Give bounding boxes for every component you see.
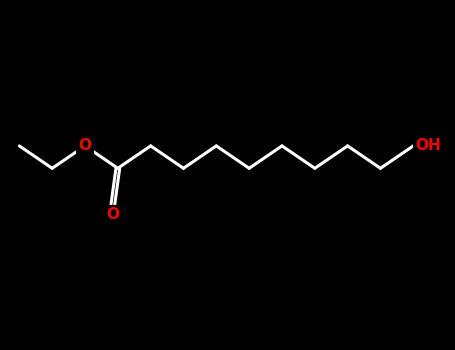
Text: OH: OH	[415, 138, 440, 153]
Text: O: O	[79, 138, 91, 153]
Text: O: O	[106, 207, 119, 222]
